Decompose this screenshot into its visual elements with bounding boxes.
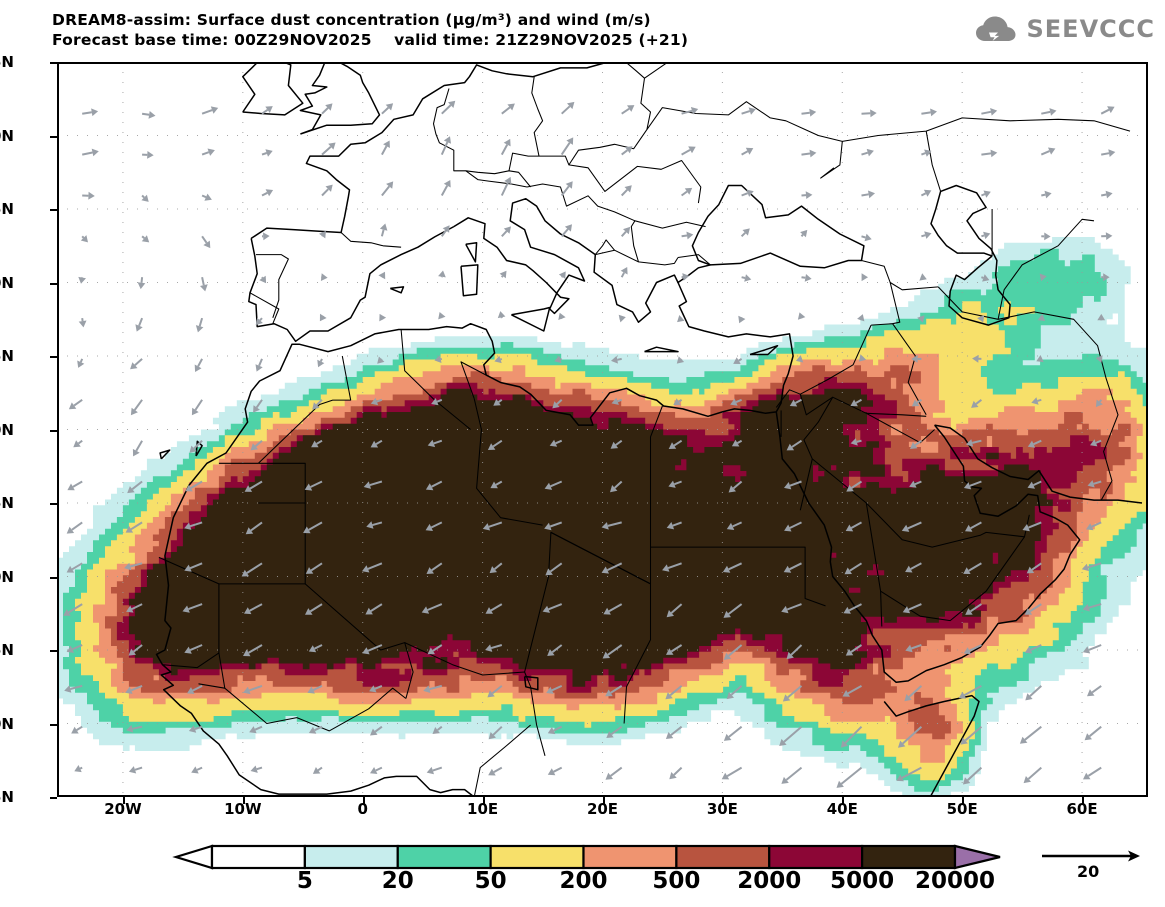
page-title: DREAM8-assim: Surface dust concentration… [52,10,688,50]
lon-tick [242,797,245,804]
lon-tick [122,797,125,804]
lon-label-50E: 50E [946,800,978,818]
lat-label-15N: 15N [0,641,14,659]
lon-label-0: 0 [357,800,368,818]
lat-label-5N: 5N [0,788,14,806]
colorbar-tick-5: 5 [296,868,313,894]
lon-tick [1082,797,1085,804]
lat-tick [50,723,57,726]
lon-label-60E: 60E [1066,800,1098,818]
lat-label-45N: 45N [0,200,14,218]
wind-reference-label: 20 [1077,862,1100,881]
colorbar-tick-5000: 5000 [830,868,895,894]
title-line-2: Forecast base time: 00Z29NOV2025 valid t… [52,31,689,49]
lon-tick [842,797,845,804]
colorbar-tick-50: 50 [474,868,507,894]
title-line-1: DREAM8-assim: Surface dust concentration… [52,11,651,29]
colorbar-tick-200: 200 [559,868,608,894]
lat-label-20N: 20N [0,567,14,586]
lat-tick [50,62,57,64]
lat-tick [50,282,57,285]
lon-label-20E: 20E [586,800,619,818]
colorbar[interactable] [0,842,1165,872]
lat-label-30N: 30N [0,420,14,439]
lat-label-40N: 40N [0,273,14,292]
colorbar-tick-2000: 2000 [737,868,802,894]
lat-tick [50,209,57,211]
lat-label-55N: 55N [0,53,14,71]
lon-label-20W: 20W [104,800,142,818]
plot-frame [57,62,1148,797]
wind-reference-arrow [1040,848,1144,864]
lat-tick [50,135,57,138]
lon-tick [362,797,365,804]
lon-label-10W: 10W [224,800,262,818]
dust-concentration-map[interactable] [57,62,1148,797]
lon-tick [602,797,605,804]
colorbar-tick-500: 500 [652,868,701,894]
lat-tick [50,650,57,652]
map-plot-area[interactable] [57,62,1148,797]
lon-label-10E: 10E [467,800,499,818]
colorbar-tick-20: 20 [381,868,414,894]
logo-text: SEEVCCC [1026,15,1155,43]
lat-label-50N: 50N [0,126,14,145]
coastlines-and-borders [155,62,1143,797]
lat-tick [50,356,57,358]
lon-label-30E: 30E [706,800,738,818]
wind-vectors [63,100,1116,788]
lon-tick [722,797,725,804]
lon-label-40E: 40E [826,800,858,818]
lat-tick [50,429,57,432]
cloud-icon [974,14,1020,44]
lon-tick [962,797,965,804]
lat-label-35N: 35N [0,347,14,365]
lat-tick [50,576,57,579]
dust-concentration-contours [57,237,1148,797]
lat-tick [50,797,57,799]
lat-tick [50,503,57,505]
lat-label-10N: 10N [0,714,14,733]
lon-tick [482,797,485,804]
colorbar-tick-20000: 20000 [914,868,996,894]
seevccc-logo: SEEVCCC [974,14,1156,44]
lat-label-25N: 25N [0,494,14,512]
